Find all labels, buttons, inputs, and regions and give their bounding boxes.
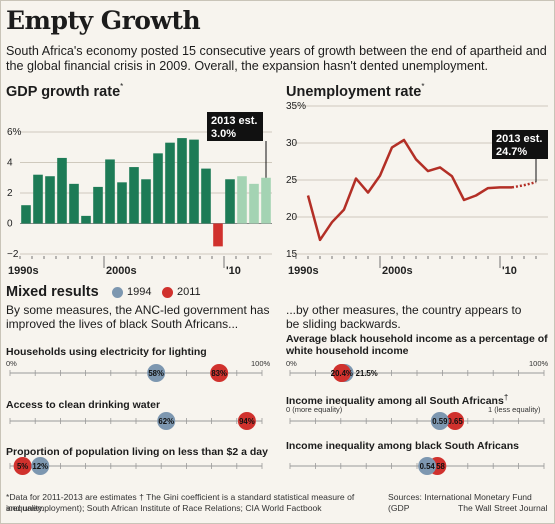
water-1994-value: 62% bbox=[158, 417, 174, 426]
poverty-1994-value: 12% bbox=[32, 462, 48, 471]
inequality-all-1994-value: 0.59 bbox=[432, 417, 448, 426]
household-income-2011-value: 20.4% bbox=[331, 369, 353, 378]
water-2011-value: 94% bbox=[239, 417, 255, 426]
footnote-left-2: and unemployment); South African Institu… bbox=[6, 503, 386, 514]
footnote-publisher: The Wall Street Journal bbox=[458, 503, 553, 514]
household-income-1994-value: 21.5% bbox=[356, 369, 378, 378]
poverty-2011-value: 5% bbox=[17, 462, 28, 471]
electricity-1994-value: 58% bbox=[148, 369, 164, 378]
inequality-all-2011-value: 0.65 bbox=[448, 417, 464, 426]
inequality-black-1994-value: 0.54 bbox=[420, 462, 436, 471]
electricity-2011-value: 83% bbox=[211, 369, 227, 378]
